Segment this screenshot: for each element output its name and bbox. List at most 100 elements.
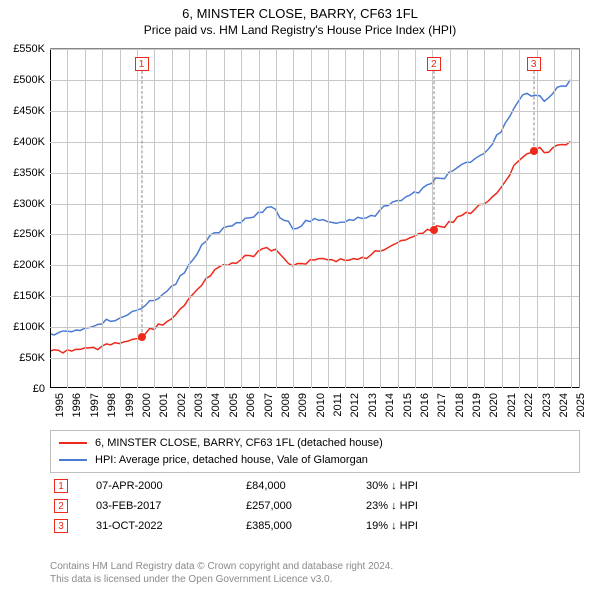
legend-label: HPI: Average price, detached house, Vale… [95, 452, 368, 469]
x-tick-label: 2024 [558, 393, 559, 417]
gridline-v [571, 49, 572, 388]
marker-dash [433, 71, 434, 230]
x-tick-label: 2019 [471, 393, 472, 417]
sales-diff: 30% ↓ HPI [366, 480, 580, 492]
y-tick-label: £200K [13, 259, 45, 271]
gridline-h [50, 49, 579, 50]
sales-marker-icon: 1 [54, 479, 68, 493]
y-tick-label: £150K [13, 290, 45, 302]
gridline-v [537, 49, 538, 388]
x-tick-label: 2008 [280, 393, 281, 417]
gridline-v [311, 49, 312, 388]
marker-dash [533, 71, 534, 151]
gridline-h [50, 358, 579, 359]
marker-box-icon: 3 [527, 57, 541, 71]
page: 6, MINSTER CLOSE, BARRY, CF63 1FL Price … [0, 0, 600, 590]
y-tick-label: £550K [13, 43, 45, 55]
sales-row: 3 31-OCT-2022 £385,000 19% ↓ HPI [50, 516, 580, 536]
x-tick-label: 2004 [210, 393, 211, 417]
gridline-v [293, 49, 294, 388]
y-tick-label: £350K [13, 167, 45, 179]
gridline-v [484, 49, 485, 388]
gridline-v [241, 49, 242, 388]
y-tick-label: £0 [33, 383, 45, 395]
gridline-h [50, 204, 579, 205]
chart-plot-area: £0£50K£100K£150K£200K£250K£300K£350K£400… [50, 48, 580, 388]
marker-dash [141, 71, 142, 337]
gridline-v [85, 49, 86, 388]
legend-item: 6, MINSTER CLOSE, BARRY, CF63 1FL (detac… [59, 435, 571, 452]
gridline-v [363, 49, 364, 388]
gridline-v [224, 49, 225, 388]
gridline-v [120, 49, 121, 388]
sales-date: 07-APR-2000 [96, 480, 246, 492]
gridline-h [50, 234, 579, 235]
sales-price: £84,000 [246, 480, 366, 492]
gridline-h [50, 80, 579, 81]
y-tick-label: £250K [13, 228, 45, 240]
y-tick-label: £450K [13, 105, 45, 117]
sales-price: £257,000 [246, 500, 366, 512]
gridline-v [380, 49, 381, 388]
x-tick-label: 2014 [384, 393, 385, 417]
legend-box: 6, MINSTER CLOSE, BARRY, CF63 1FL (detac… [50, 430, 580, 473]
sales-date: 03-FEB-2017 [96, 500, 246, 512]
gridline-v [276, 49, 277, 388]
gridline-v [172, 49, 173, 388]
gridline-h [50, 265, 579, 266]
x-tick-label: 2017 [436, 393, 437, 417]
x-tick-label: 1997 [89, 393, 90, 417]
x-tick-label: 2002 [176, 393, 177, 417]
x-tick-label: 1995 [54, 393, 55, 417]
sales-marker-icon: 3 [54, 519, 68, 533]
gridline-v [554, 49, 555, 388]
x-tick-label: 2022 [523, 393, 524, 417]
sales-date: 31-OCT-2022 [96, 520, 246, 532]
gridline-v [154, 49, 155, 388]
gridline-h [50, 327, 579, 328]
gridline-v [415, 49, 416, 388]
gridline-h [50, 142, 579, 143]
x-tick-label: 2003 [193, 393, 194, 417]
gridline-v [102, 49, 103, 388]
footer-attribution: Contains HM Land Registry data © Crown c… [50, 560, 393, 586]
gridline-v [345, 49, 346, 388]
legend-label: 6, MINSTER CLOSE, BARRY, CF63 1FL (detac… [95, 435, 383, 452]
x-tick-label: 2018 [454, 393, 455, 417]
x-tick-label: 2020 [488, 393, 489, 417]
gridline-v [450, 49, 451, 388]
marker-point-icon [138, 333, 146, 341]
y-axis-line [50, 49, 51, 388]
x-tick-label: 2007 [263, 393, 264, 417]
gridline-v [398, 49, 399, 388]
gridline-v [259, 49, 260, 388]
y-tick-label: £50K [19, 352, 45, 364]
x-tick-label: 1999 [124, 393, 125, 417]
gridline-v [189, 49, 190, 388]
x-tick-label: 1998 [106, 393, 107, 417]
x-tick-label: 2006 [245, 393, 246, 417]
gridline-h [50, 111, 579, 112]
x-tick-label: 2005 [228, 393, 229, 417]
x-tick-label: 2023 [541, 393, 542, 417]
gridline-v [502, 49, 503, 388]
gridline-v [328, 49, 329, 388]
marker-point-icon [430, 226, 438, 234]
x-tick-label: 2025 [575, 393, 576, 417]
marker-box-icon: 1 [135, 57, 149, 71]
sales-diff: 23% ↓ HPI [366, 500, 580, 512]
marker-box-icon: 2 [427, 57, 441, 71]
sales-row: 2 03-FEB-2017 £257,000 23% ↓ HPI [50, 496, 580, 516]
y-tick-label: £500K [13, 74, 45, 86]
x-tick-label: 2013 [367, 393, 368, 417]
gridline-v [206, 49, 207, 388]
sales-diff: 19% ↓ HPI [366, 520, 580, 532]
x-tick-label: 2021 [506, 393, 507, 417]
x-tick-label: 2000 [141, 393, 142, 417]
legend-swatch [59, 459, 87, 461]
x-axis-line [50, 387, 579, 388]
chart-subtitle: Price paid vs. HM Land Registry's House … [0, 23, 600, 41]
footer-line: This data is licensed under the Open Gov… [50, 573, 393, 586]
gridline-v [519, 49, 520, 388]
sales-price: £385,000 [246, 520, 366, 532]
